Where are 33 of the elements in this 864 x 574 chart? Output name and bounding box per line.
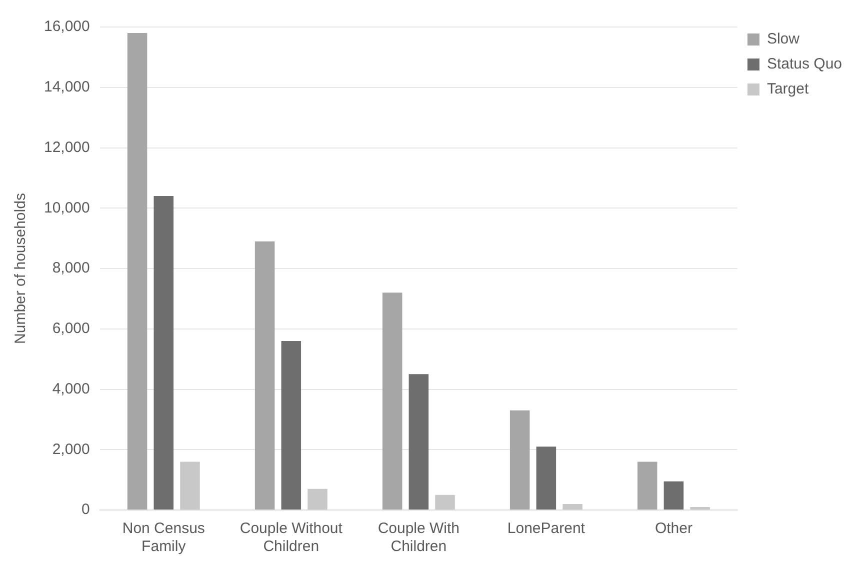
bar xyxy=(127,33,148,510)
x-tick-label: Other xyxy=(654,520,692,538)
bar xyxy=(536,446,556,510)
y-tick-label: 8,000 xyxy=(52,260,90,277)
bar xyxy=(254,241,275,510)
legend-label: Slow xyxy=(766,30,800,48)
y-axis-title: Number of households xyxy=(12,193,30,344)
bar xyxy=(382,292,402,510)
y-tick-label: 0 xyxy=(82,501,90,518)
bar xyxy=(281,340,302,510)
y-tick-label: 16,000 xyxy=(44,18,90,36)
bar xyxy=(435,494,455,510)
legend-label: Target xyxy=(766,80,810,98)
bar xyxy=(154,196,174,510)
bar xyxy=(637,462,658,510)
y-tick-label: 2,000 xyxy=(52,440,90,458)
legend-label: Status Quo xyxy=(766,56,842,73)
y-tick-label: 14,000 xyxy=(44,78,90,96)
y-tick-label: 10,000 xyxy=(44,199,90,216)
bar xyxy=(180,462,200,510)
y-tick-label: 6,000 xyxy=(52,320,90,338)
bar xyxy=(408,374,429,510)
y-tick-label: 4,000 xyxy=(52,380,90,398)
y-tick-label: 12,000 xyxy=(44,138,90,156)
x-tick-label: Couple With Children xyxy=(378,520,460,556)
x-tick-label: Couple Without Children xyxy=(240,520,344,556)
bar xyxy=(664,481,684,510)
bar xyxy=(562,504,582,510)
x-tick-label: Non Census Family xyxy=(122,520,205,556)
bar xyxy=(690,506,710,510)
x-tick-label: LoneParent xyxy=(507,520,586,538)
bar xyxy=(510,410,530,510)
bar xyxy=(308,488,328,510)
